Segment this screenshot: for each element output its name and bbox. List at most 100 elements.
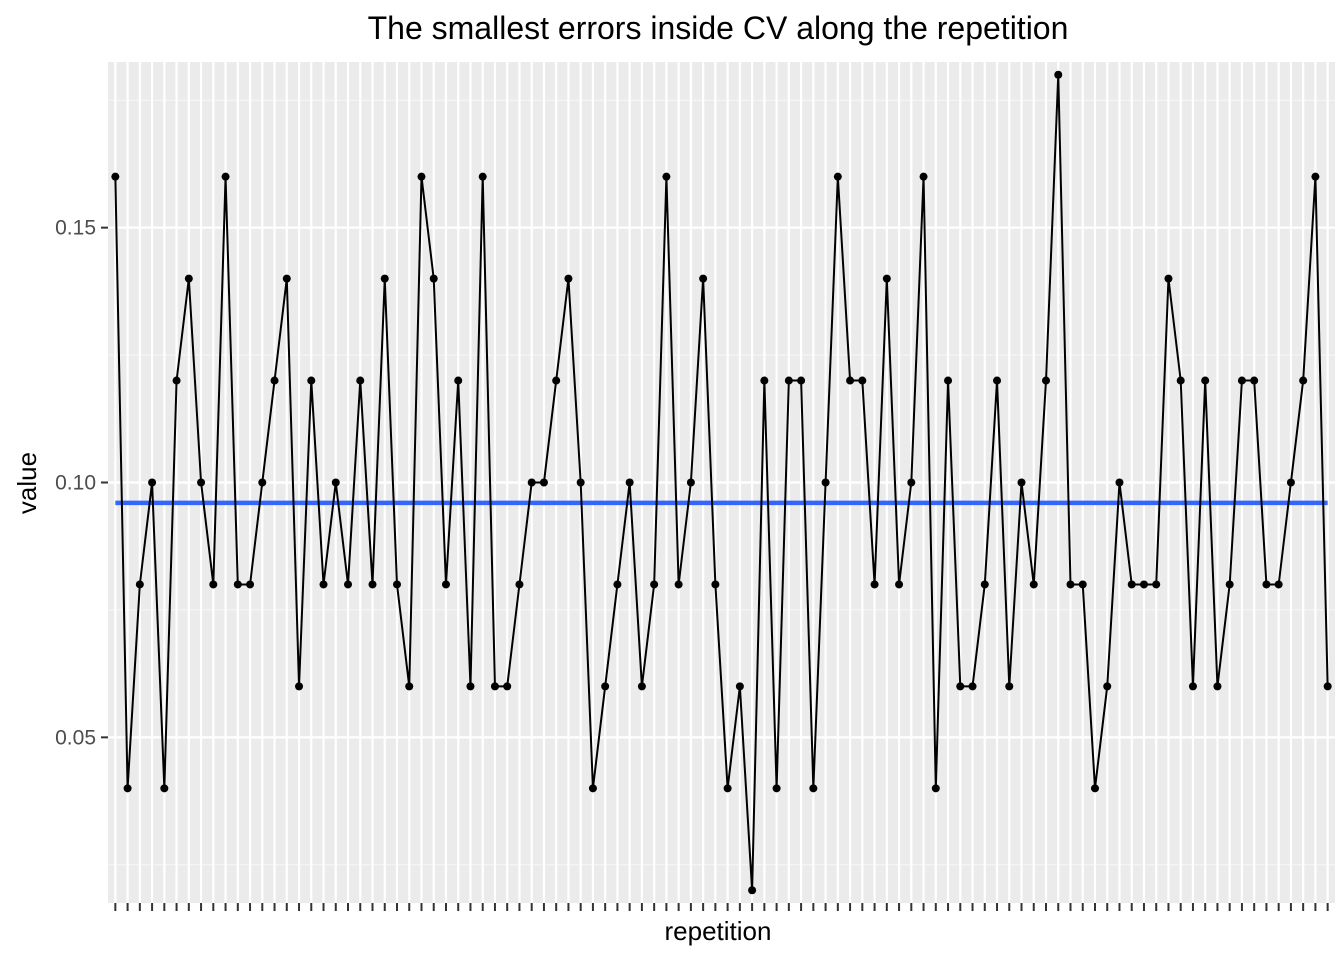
data-point: [197, 478, 206, 487]
data-point: [919, 172, 928, 181]
data-point: [148, 478, 157, 487]
data-point: [1090, 784, 1099, 793]
data-point: [760, 376, 769, 385]
data-point: [344, 580, 353, 589]
axes: 0.05 0.10 0.15: [55, 217, 1329, 911]
data-point: [980, 580, 989, 589]
series-layer: [111, 70, 1332, 895]
data-point: [735, 682, 744, 691]
y-tick-label: 0.15: [55, 217, 96, 240]
data-point: [552, 376, 561, 385]
data-point: [331, 478, 340, 487]
data-point: [209, 580, 218, 589]
data-point: [1201, 376, 1210, 385]
data-point: [1213, 682, 1222, 691]
data-point: [1237, 376, 1246, 385]
data-point: [833, 172, 842, 181]
data-point: [160, 784, 169, 793]
data-point: [858, 376, 867, 385]
data-point: [625, 478, 634, 487]
data-point: [1188, 682, 1197, 691]
data-point: [809, 784, 818, 793]
data-point: [527, 478, 536, 487]
data-point: [662, 172, 671, 181]
data-point: [441, 580, 450, 589]
data-point: [1164, 274, 1173, 283]
data-point: [674, 580, 683, 589]
data-point: [392, 580, 401, 589]
data-point: [1323, 682, 1332, 691]
data-point: [172, 376, 181, 385]
data-point: [1029, 580, 1038, 589]
data-point: [111, 172, 120, 181]
data-point: [797, 376, 806, 385]
data-point: [1103, 682, 1112, 691]
data-point: [711, 580, 720, 589]
data-point: [576, 478, 585, 487]
data-point: [246, 580, 255, 589]
data-point: [748, 886, 757, 895]
data-point: [233, 580, 242, 589]
data-point: [417, 172, 426, 181]
data-point: [772, 784, 781, 793]
data-point: [466, 682, 475, 691]
data-point: [1078, 580, 1087, 589]
data-point: [993, 376, 1002, 385]
data-point: [956, 682, 965, 691]
y-tick-label: 0.05: [55, 726, 96, 749]
grid-lines: [108, 62, 1335, 903]
data-point: [1115, 478, 1124, 487]
data-point: [135, 580, 144, 589]
y-tick-label: 0.10: [55, 472, 96, 495]
data-point: [1262, 580, 1271, 589]
data-point: [588, 784, 597, 793]
data-point: [123, 784, 132, 793]
data-point: [564, 274, 573, 283]
data-point: [319, 580, 328, 589]
data-point: [356, 376, 365, 385]
data-point: [1017, 478, 1026, 487]
data-point: [650, 580, 659, 589]
data-point: [1250, 376, 1259, 385]
data-point: [821, 478, 830, 487]
data-point: [1299, 376, 1308, 385]
data-point: [490, 682, 499, 691]
data-point: [1274, 580, 1283, 589]
data-point: [405, 682, 414, 691]
data-point: [1225, 580, 1234, 589]
data-point: [870, 580, 879, 589]
data-point: [1005, 682, 1014, 691]
data-point: [1311, 172, 1320, 181]
data-point: [699, 274, 708, 283]
series-line: [114, 73, 1329, 892]
data-point: [601, 682, 610, 691]
data-point: [270, 376, 279, 385]
data-point: [1286, 478, 1295, 487]
x-axis-title: repetition: [665, 916, 772, 946]
data-point: [380, 274, 389, 283]
data-point: [1127, 580, 1136, 589]
chart-title: The smallest errors inside CV along the …: [368, 10, 1069, 46]
data-point: [931, 784, 940, 793]
data-point: [846, 376, 855, 385]
data-point: [258, 478, 267, 487]
data-point: [503, 682, 512, 691]
data-point: [1139, 580, 1148, 589]
data-point: [723, 784, 732, 793]
data-point: [613, 580, 622, 589]
data-point: [1042, 376, 1051, 385]
data-point: [637, 682, 646, 691]
data-point: [454, 376, 463, 385]
data-point: [515, 580, 524, 589]
data-point: [295, 682, 304, 691]
data-point: [429, 274, 438, 283]
data-point: [882, 274, 891, 283]
data-point: [282, 274, 291, 283]
data-point: [907, 478, 916, 487]
data-point: [784, 376, 793, 385]
data-point: [968, 682, 977, 691]
data-point: [944, 376, 953, 385]
data-point: [1176, 376, 1185, 385]
data-point: [1066, 580, 1075, 589]
